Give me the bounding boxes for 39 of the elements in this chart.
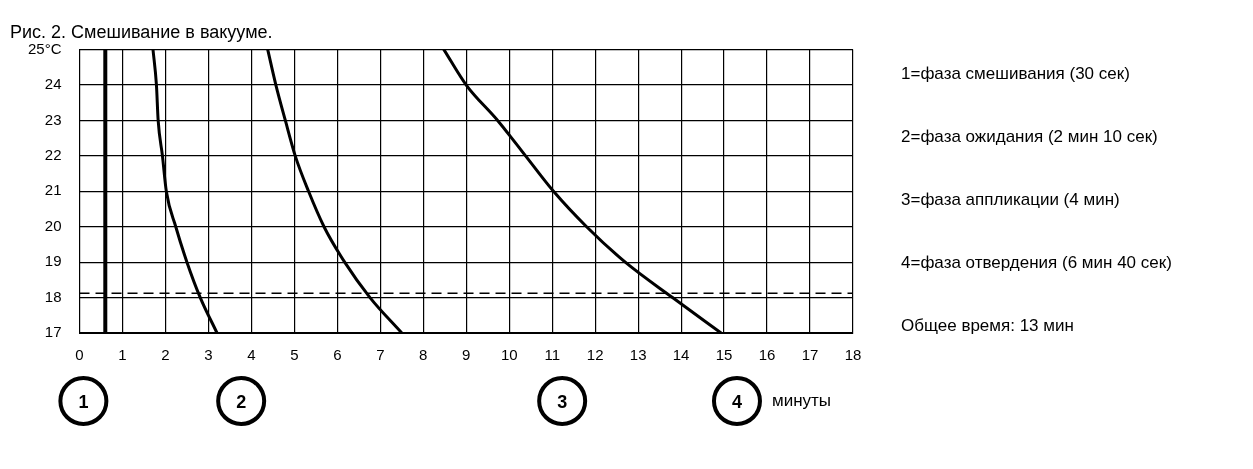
y-tick-label: 24 [44, 75, 62, 93]
x-tick-label: 0 [75, 346, 84, 364]
x-tick-label: 7 [376, 346, 385, 364]
chart-title: Рис. 2. Смешивание в вакууме. [10, 21, 273, 42]
x-tick-label: 17 [801, 346, 819, 364]
text: 1=фаза смешивания (30 сек) [901, 64, 1130, 84]
text: 2 [236, 391, 247, 412]
y-tick-label: 19 [44, 252, 62, 270]
x-tick-label: 16 [758, 346, 776, 364]
y-tick-label: 22 [44, 146, 62, 164]
y-tick-label: 17 [44, 323, 62, 341]
text: 2=фаза ожидания (2 мин 10 сек) [901, 127, 1158, 147]
x-tick-label: 8 [419, 346, 428, 364]
x-tick-label: 5 [290, 346, 299, 364]
text: 1 [78, 391, 89, 412]
y-tick-label: 21 [44, 181, 62, 199]
text: Общее время: 13 мин [901, 316, 1074, 336]
x-tick-label: 6 [333, 346, 342, 364]
y-tick-label: 23 [44, 110, 62, 128]
x-tick-label: 15 [715, 346, 733, 364]
y-tick-label: 20 [44, 216, 62, 234]
x-axis-title: минуты [772, 390, 832, 410]
x-tick-label: 12 [586, 346, 604, 364]
x-tick-label: 9 [462, 346, 471, 364]
x-tick-label: 4 [247, 346, 256, 364]
text: 3=фаза аппликации (4 мин) [901, 190, 1120, 210]
x-tick-label: 14 [672, 346, 690, 364]
x-tick-label: 11 [544, 346, 560, 364]
x-tick-label: 13 [629, 346, 647, 364]
text: 4 [731, 391, 742, 412]
y-tick-label: 18 [44, 287, 62, 305]
text: 4=фаза отвердения (6 мин 40 сек) [901, 253, 1172, 273]
x-tick-label: 1 [118, 346, 127, 364]
y-tick-label: 25°C [28, 39, 62, 57]
text: 3 [557, 391, 568, 412]
x-tick-label: 18 [844, 346, 862, 364]
x-tick-label: 3 [204, 346, 213, 364]
x-tick-label: 10 [500, 346, 518, 364]
x-tick-label: 2 [161, 346, 170, 364]
